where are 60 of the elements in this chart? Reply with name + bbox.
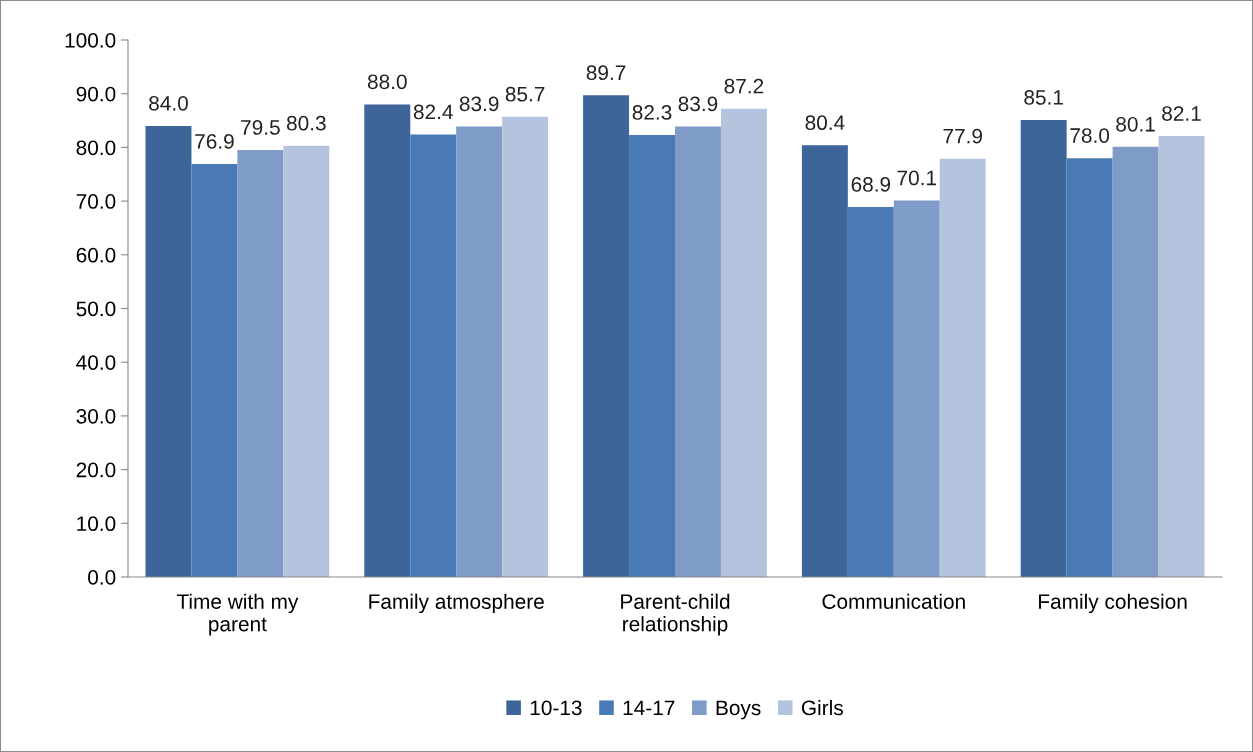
bar (237, 150, 284, 577)
bar (720, 108, 767, 577)
data-label: 83.9 (678, 96, 718, 112)
x-tick-label: Communication (822, 593, 965, 609)
y-tick-label: 50.0 (76, 301, 116, 317)
bar (847, 207, 894, 577)
data-label: 76.9 (195, 134, 234, 149)
data-label: 84.0 (149, 95, 188, 111)
x-tick-label: Time with my parent (176, 593, 299, 636)
legend-label: 10-13 (530, 700, 582, 716)
data-label: 82.1 (1162, 106, 1201, 121)
x-tick-label: Family cohesion (1039, 593, 1187, 614)
data-label: 85.1 (1024, 90, 1063, 105)
bar (456, 126, 503, 577)
data-label: 83.9 (459, 96, 499, 112)
bar (939, 158, 986, 577)
y-tick-label: 60.0 (76, 247, 116, 263)
legend-label: Girls (801, 699, 843, 716)
bar (1112, 146, 1159, 577)
data-label: 80.4 (805, 115, 845, 131)
y-tick-label: 40.0 (76, 355, 116, 370)
bar (583, 95, 630, 577)
data-label: 87.2 (724, 78, 764, 94)
data-label: 70.1 (897, 170, 937, 186)
data-label: 89.7 (586, 65, 626, 81)
bar (410, 134, 457, 577)
data-label: 85.7 (505, 86, 545, 102)
data-label: 68.9 (851, 177, 891, 192)
bar (675, 126, 721, 577)
y-tick-label: 0.0 (88, 570, 116, 585)
y-tick-label: 10.0 (77, 516, 116, 532)
bar (1020, 120, 1067, 577)
y-tick-label: 80.0 (76, 140, 116, 156)
bar (364, 104, 411, 577)
y-tick-label: 90.0 (76, 86, 116, 102)
x-tick-label: Family atmosphere (369, 593, 544, 614)
y-tick-label: 20.0 (76, 462, 116, 478)
bar (801, 145, 848, 577)
data-label: 82.3 (632, 105, 672, 120)
data-label: 78.0 (1070, 128, 1110, 143)
bar (502, 116, 549, 577)
y-tick-label: 70.0 (76, 194, 116, 209)
bar (145, 125, 192, 577)
bar (1158, 136, 1205, 577)
legend-label: 14-17 (623, 700, 675, 716)
bar (283, 145, 330, 577)
data-label: 80.3 (286, 115, 326, 131)
data-label: 80.1 (1116, 116, 1155, 132)
data-label: 77.9 (943, 128, 983, 144)
y-tick-label: 100.0 (65, 33, 116, 48)
bar (893, 200, 940, 577)
data-label: 79.5 (241, 120, 280, 135)
legend-label: Boys (716, 700, 761, 720)
data-label: 82.4 (413, 104, 453, 120)
bar (191, 164, 238, 577)
x-tick-label: Parent-child relationship (621, 593, 730, 636)
y-tick-label: 30.0 (76, 408, 116, 424)
bar (629, 135, 675, 577)
bar (1066, 158, 1113, 577)
data-label: 88.0 (367, 74, 407, 90)
